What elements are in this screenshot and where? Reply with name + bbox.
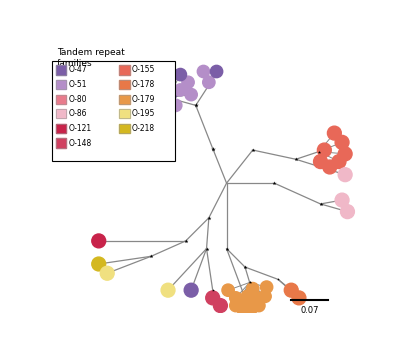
Text: 0.07: 0.07: [300, 306, 319, 315]
Circle shape: [164, 88, 176, 101]
Text: O-155: O-155: [132, 65, 155, 75]
Circle shape: [185, 88, 197, 101]
Circle shape: [184, 283, 198, 297]
Circle shape: [338, 147, 352, 161]
Circle shape: [237, 304, 250, 316]
Text: O-86: O-86: [69, 109, 87, 118]
Circle shape: [338, 168, 352, 182]
Circle shape: [161, 283, 175, 297]
Circle shape: [230, 300, 242, 312]
Text: O-218: O-218: [132, 124, 155, 133]
Text: O-148: O-148: [69, 139, 92, 147]
Circle shape: [143, 75, 156, 87]
Bar: [119, 95, 130, 104]
Circle shape: [214, 298, 227, 313]
Circle shape: [136, 84, 148, 96]
Circle shape: [251, 292, 264, 304]
Circle shape: [174, 68, 186, 81]
Circle shape: [318, 143, 331, 157]
Bar: [119, 109, 130, 119]
Text: O-179: O-179: [132, 95, 155, 104]
Text: O-195: O-195: [132, 109, 155, 118]
Bar: [119, 65, 130, 75]
Bar: [56, 95, 66, 104]
Circle shape: [328, 126, 341, 140]
Bar: [56, 124, 66, 133]
Circle shape: [203, 76, 215, 88]
Circle shape: [222, 284, 234, 296]
Bar: [56, 80, 66, 89]
Circle shape: [245, 300, 257, 312]
Circle shape: [197, 65, 210, 78]
Circle shape: [154, 95, 166, 107]
Circle shape: [151, 84, 164, 96]
Bar: [119, 80, 130, 89]
Bar: [56, 65, 66, 75]
Circle shape: [100, 266, 114, 280]
Circle shape: [145, 95, 157, 107]
Text: O-121: O-121: [69, 124, 92, 133]
Circle shape: [92, 257, 106, 271]
Circle shape: [206, 291, 220, 305]
Bar: [56, 124, 66, 133]
Text: O-51: O-51: [69, 80, 87, 89]
Bar: [119, 65, 130, 75]
Circle shape: [230, 292, 242, 304]
Circle shape: [210, 65, 223, 78]
Circle shape: [92, 234, 106, 248]
Circle shape: [284, 283, 298, 297]
Text: O-80: O-80: [69, 95, 87, 104]
Text: O-178: O-178: [132, 80, 155, 89]
Bar: [119, 95, 130, 104]
Text: Tandem repeat
families: Tandem repeat families: [57, 49, 125, 68]
Bar: [119, 124, 130, 133]
Circle shape: [246, 282, 259, 295]
Circle shape: [323, 160, 337, 174]
Circle shape: [259, 290, 271, 302]
Circle shape: [170, 99, 182, 112]
Text: O-47: O-47: [69, 65, 87, 75]
Bar: [119, 124, 130, 133]
Bar: [56, 138, 66, 148]
Circle shape: [332, 155, 346, 169]
Bar: [56, 138, 66, 148]
Circle shape: [335, 193, 349, 207]
Circle shape: [292, 291, 306, 305]
Circle shape: [236, 300, 248, 312]
Circle shape: [241, 290, 254, 302]
Bar: [56, 109, 66, 119]
Bar: [56, 95, 66, 104]
Circle shape: [260, 281, 273, 293]
Circle shape: [159, 104, 171, 116]
Circle shape: [174, 84, 186, 96]
Bar: [56, 65, 66, 75]
Circle shape: [182, 76, 194, 88]
Circle shape: [314, 155, 328, 169]
Bar: [56, 80, 66, 89]
FancyBboxPatch shape: [52, 61, 175, 161]
Circle shape: [162, 73, 174, 86]
Bar: [119, 80, 130, 89]
Circle shape: [335, 136, 349, 149]
Circle shape: [253, 300, 265, 312]
Bar: [119, 109, 130, 119]
Circle shape: [340, 205, 354, 219]
Circle shape: [243, 303, 256, 317]
Bar: [56, 109, 66, 119]
